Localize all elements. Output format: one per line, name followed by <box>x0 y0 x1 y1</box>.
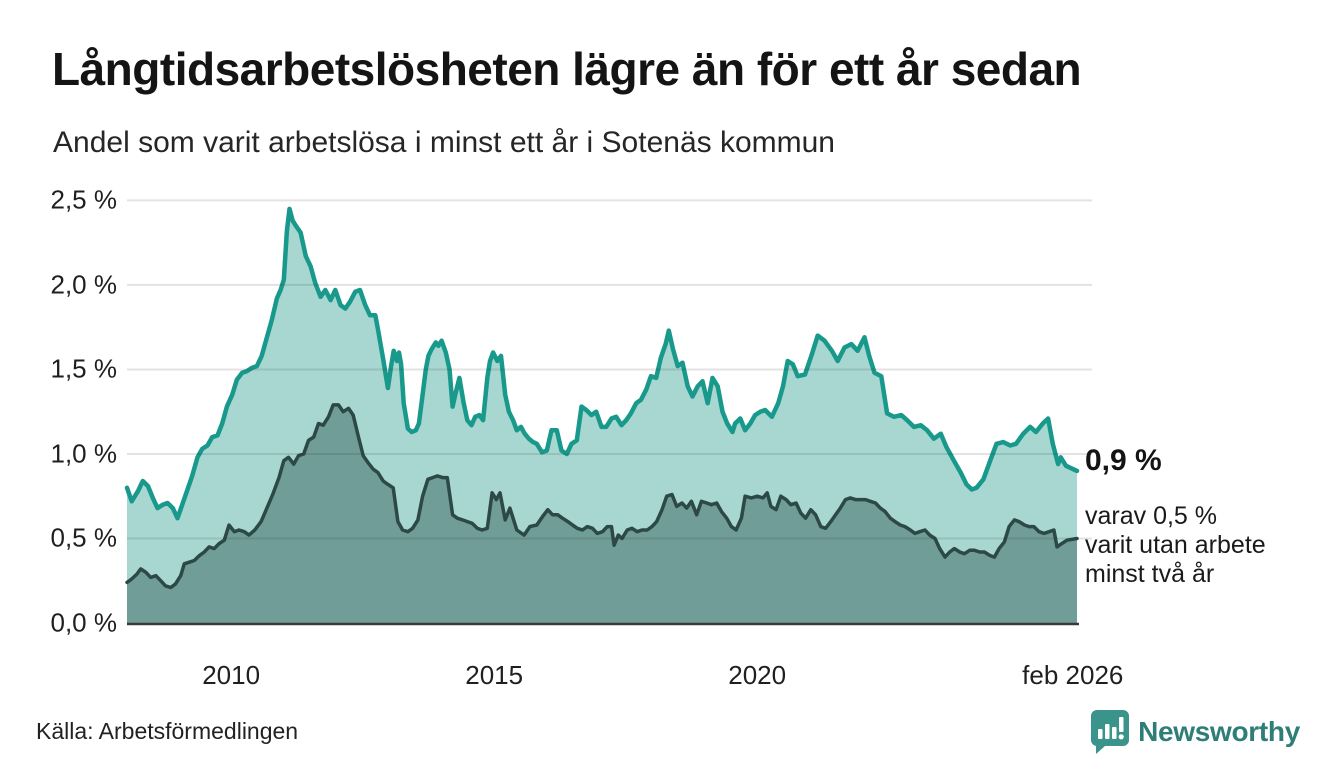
page-title: Långtidsarbetslösheten lägre än för ett … <box>52 43 1082 95</box>
y-tick-label: 0,0 % <box>50 607 118 638</box>
newsworthy-logo[interactable]: Newsworthy <box>1089 708 1300 756</box>
secondary-annotation-line: minst två år <box>1085 560 1215 588</box>
latest-value-label: 0,9 % <box>1085 444 1162 477</box>
series-line-0 <box>124 206 1080 521</box>
x-tick-label: 2020 <box>728 660 787 690</box>
source-attribution: Källa: Arbetsförmedlingen <box>36 718 299 744</box>
chart-subtitle: Andel som varit arbetslösa i minst ett å… <box>53 126 835 159</box>
newsworthy-speech-bubble-bar-chart-icon <box>1089 709 1130 755</box>
y-tick-label: 2,5 % <box>50 184 118 215</box>
y-tick-label: 1,5 % <box>50 353 118 384</box>
secondary-annotation-line: varit utan arbete <box>1085 531 1266 559</box>
y-tick-label: 2,0 % <box>50 269 118 300</box>
x-tick-label: 2010 <box>202 660 261 690</box>
secondary-annotation-line: varav 0,5 % <box>1085 502 1218 530</box>
series-line-1 <box>125 403 1079 590</box>
secondary-series-annotation: varav 0,5 % varit utan arbete minst två år <box>1085 502 1266 589</box>
brand-name: Newsworthy <box>1138 716 1300 747</box>
y-tick-label: 1,0 % <box>50 438 118 469</box>
x-tick-label: feb 2026 <box>1022 660 1124 690</box>
x-tick-label: 2015 <box>465 660 524 690</box>
y-tick-label: 0,5 % <box>50 522 118 553</box>
